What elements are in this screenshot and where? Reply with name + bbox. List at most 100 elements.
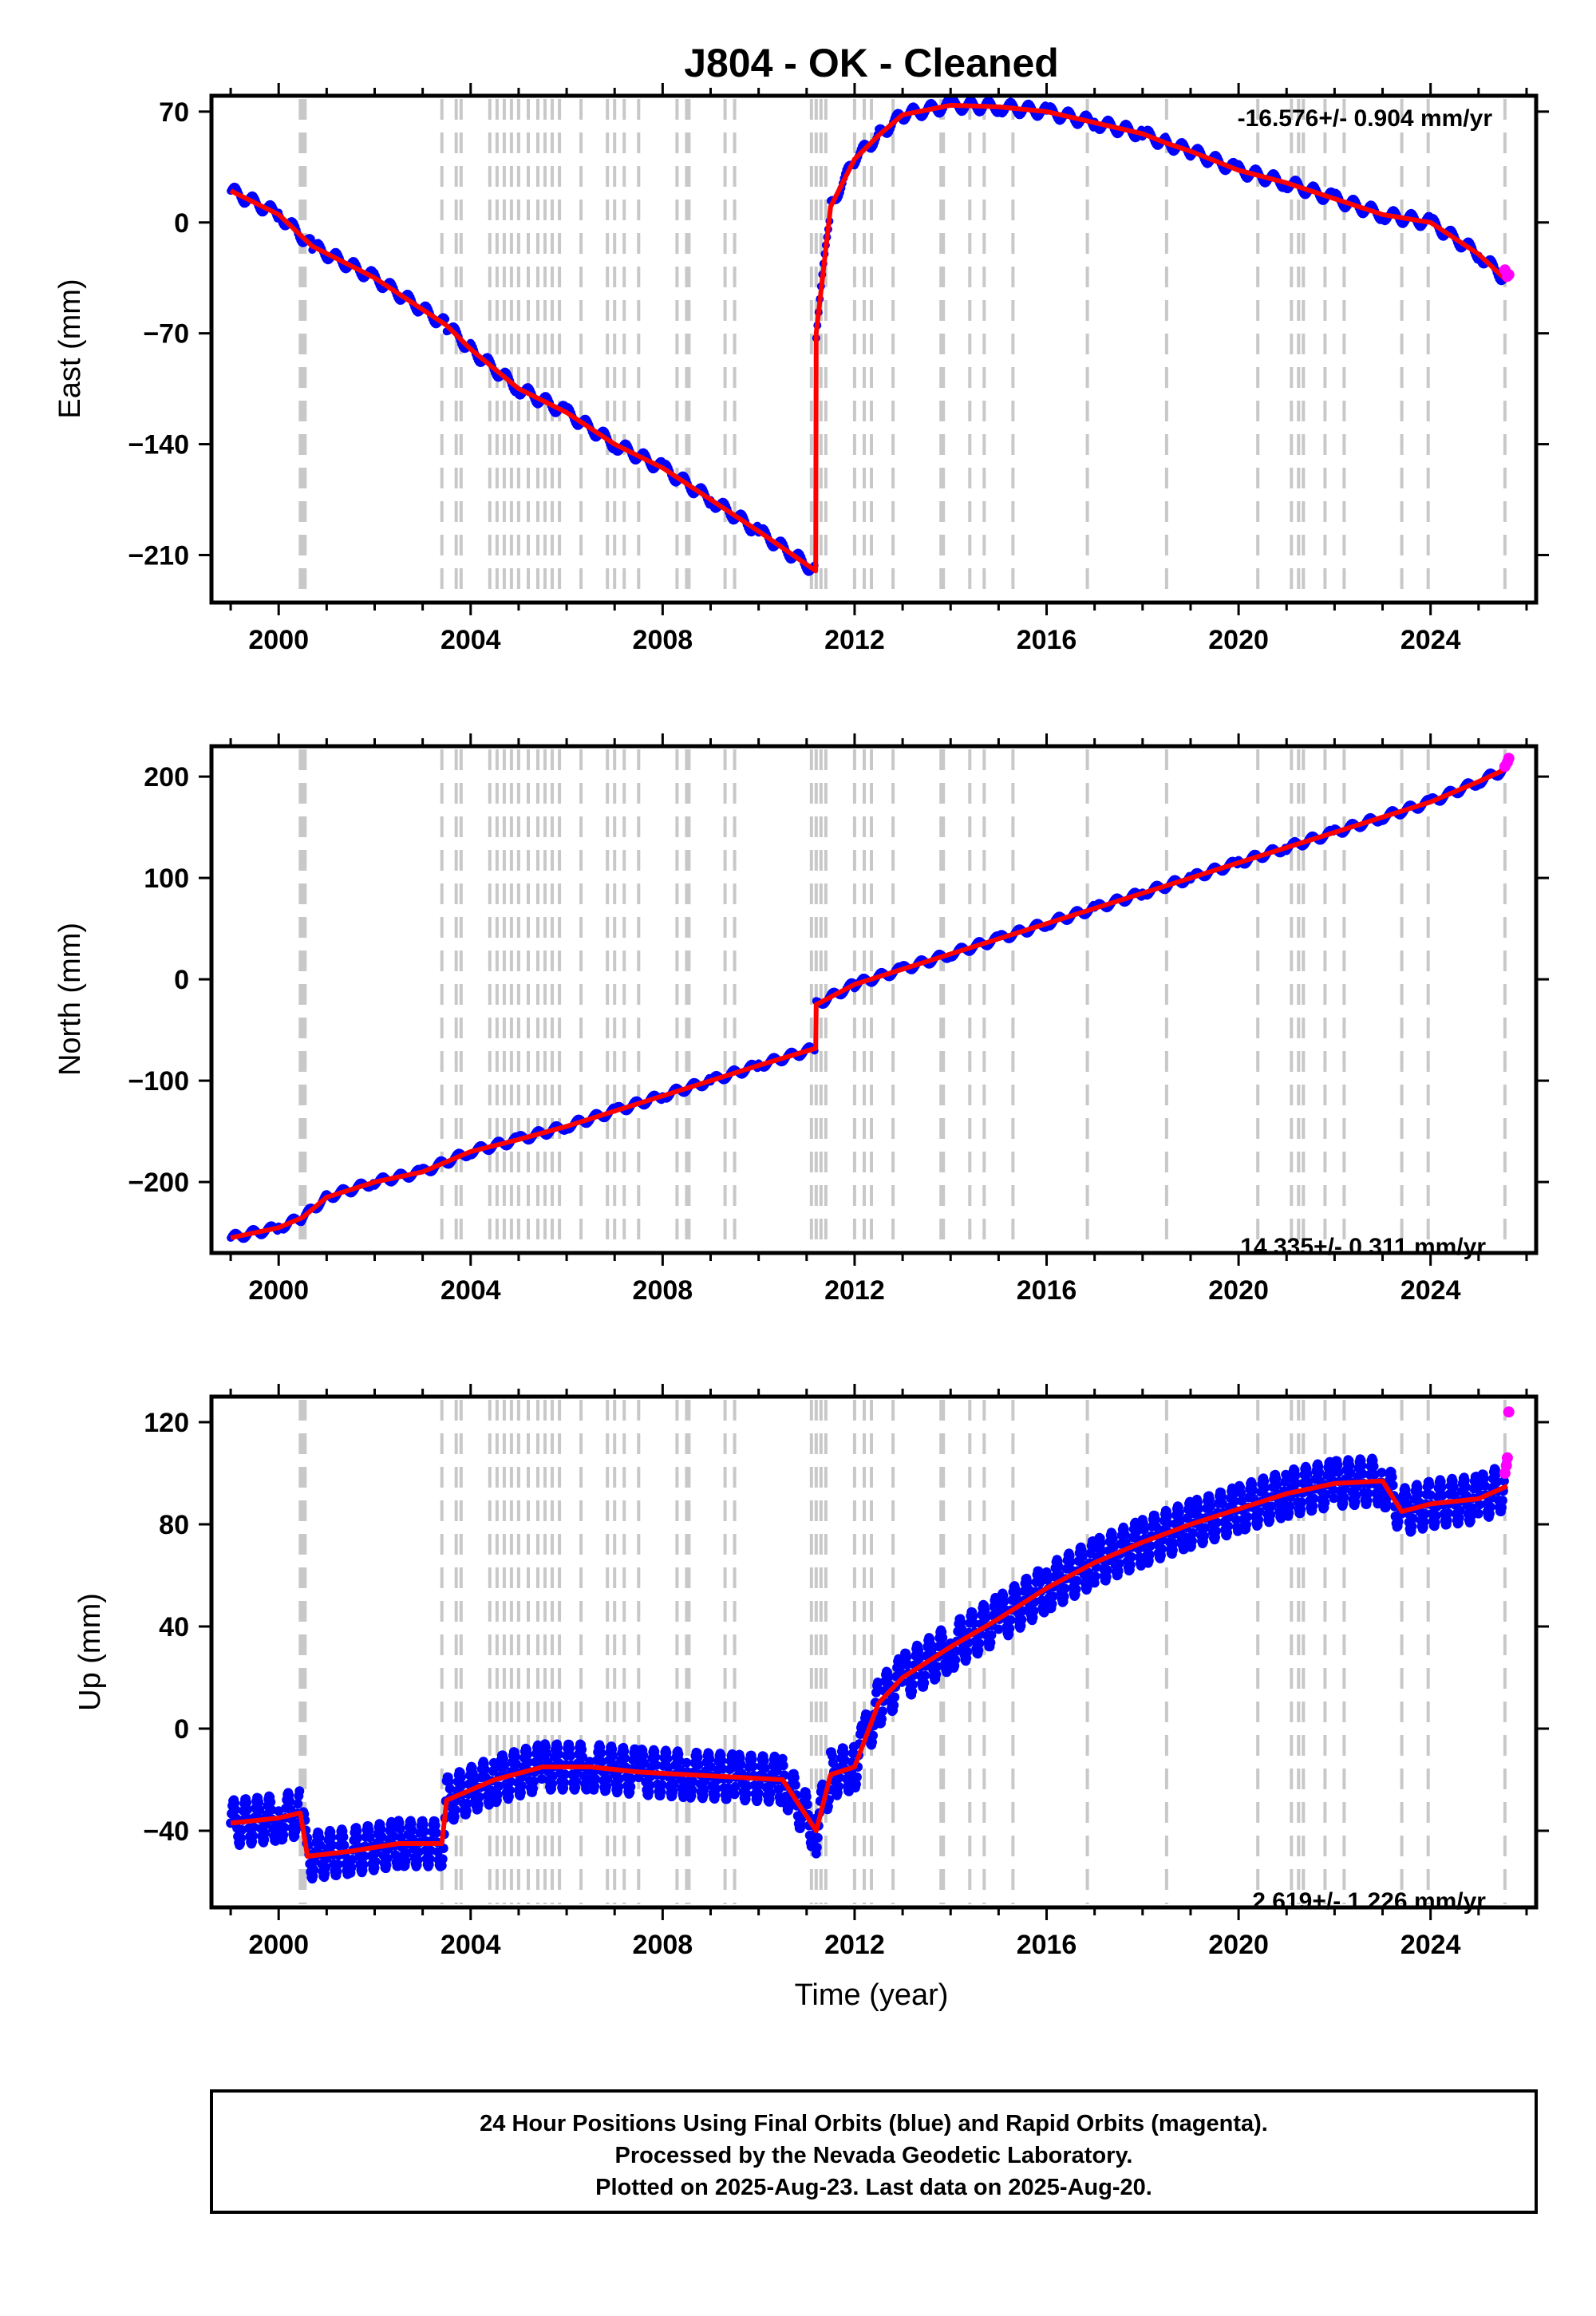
figure-title: J804 - OK - Cleaned: [684, 41, 1059, 85]
up-data-point: [260, 1828, 271, 1839]
up-data-point: [753, 1788, 764, 1799]
up-data-point: [365, 1832, 375, 1843]
up-data-point: [1132, 1526, 1142, 1536]
up-data-point: [950, 1654, 961, 1665]
up-data-point: [722, 1790, 733, 1800]
footer-box: [210, 2089, 1538, 2214]
up-data-point: [1369, 1469, 1380, 1480]
up-data-point: [1223, 1521, 1234, 1531]
up-data-point: [1167, 1545, 1178, 1555]
up-data-point: [974, 1646, 984, 1655]
up-x-tick-label: 2016: [1017, 1930, 1077, 1960]
up-data-point: [1491, 1476, 1502, 1487]
up-data-point: [364, 1825, 374, 1836]
up-data-point: [1467, 1503, 1477, 1513]
up-data-point: [931, 1670, 942, 1679]
up-data-point: [834, 1773, 844, 1783]
up-data-point: [1351, 1490, 1361, 1500]
up-data-point: [1108, 1542, 1119, 1552]
north-y-tick-label: 200: [144, 762, 189, 792]
east-x-tick-label: 2016: [1017, 625, 1077, 655]
up-data-point: [559, 1777, 570, 1788]
up-data-point: [851, 1779, 861, 1789]
north-rapid-point: [1503, 753, 1515, 765]
up-data-point: [1491, 1469, 1501, 1480]
up-data-point: [388, 1823, 398, 1833]
up-y-tick-label: 80: [159, 1510, 189, 1540]
up-data-point: [1431, 1511, 1441, 1521]
up-data-point: [353, 1832, 363, 1843]
up-data-point: [687, 1784, 697, 1795]
north-y-tick-label: 0: [174, 965, 189, 995]
up-data-point: [1340, 1484, 1350, 1494]
up-data-point: [932, 1662, 942, 1672]
up-data-point: [980, 1605, 990, 1615]
up-data-point: [437, 1854, 448, 1864]
up-data-point: [1175, 1516, 1185, 1526]
up-data-point: [1090, 1571, 1100, 1582]
up-data-point: [833, 1781, 843, 1792]
up-data-point: [1436, 1482, 1447, 1492]
up-data-point: [717, 1764, 728, 1774]
north-frame: [209, 744, 1539, 1255]
up-data-point: [1448, 1482, 1459, 1492]
up-data-point: [688, 1777, 698, 1787]
up-data-point: [326, 1832, 337, 1843]
up-data-point: [242, 1797, 252, 1808]
up-data-point: [554, 1749, 563, 1760]
up-data-point: [1449, 1490, 1460, 1500]
east-x-tick-label: 2012: [824, 625, 885, 655]
up-data-point: [1023, 1583, 1033, 1594]
up-data-point: [1125, 1559, 1136, 1570]
up-data-point: [347, 1855, 358, 1864]
north-x-tick-label: 2020: [1208, 1275, 1269, 1306]
up-rapid-point: [1503, 1406, 1515, 1418]
up-data-point: [1005, 1623, 1015, 1634]
up-x-tick-label: 2020: [1208, 1930, 1269, 1960]
up-rapid-point: [1501, 1452, 1513, 1464]
up-data-point: [1388, 1480, 1398, 1491]
north-x-tick-label: 2012: [824, 1275, 885, 1306]
up-data-point: [839, 1755, 850, 1765]
up-data-point: [926, 1639, 936, 1650]
up-data-point: [812, 1832, 823, 1843]
up-data-point: [248, 1831, 259, 1841]
up-data-point: [1218, 1499, 1228, 1509]
up-data-point: [1296, 1504, 1306, 1515]
up-data-point: [1437, 1490, 1448, 1500]
north-x-tick-label: 2008: [633, 1275, 693, 1306]
up-data-point: [902, 1652, 912, 1662]
north-y-tick-label: −200: [128, 1168, 189, 1198]
up-data-point: [493, 1781, 504, 1792]
up-data-point: [1473, 1508, 1483, 1519]
up-data-point: [1114, 1559, 1124, 1569]
up-data-point: [243, 1804, 253, 1815]
up-data-point: [1401, 1491, 1412, 1501]
up-data-point: [468, 1769, 478, 1779]
up-data-point: [1248, 1485, 1258, 1496]
up-data-point: [778, 1761, 788, 1771]
up-data-point: [488, 1766, 498, 1777]
up-data-point: [662, 1753, 673, 1764]
east-y-axis-label: East (mm): [53, 279, 87, 418]
up-data-point: [315, 1840, 326, 1851]
footer-line-3: Plotted on 2025-Aug-23. Last data on 202…: [595, 2175, 1152, 2200]
up-data-point: [651, 1760, 662, 1770]
up-data-point: [474, 1792, 484, 1802]
up-data-point: [1017, 1606, 1028, 1616]
up-data-point: [237, 1824, 247, 1835]
up-data-point: [1035, 1577, 1045, 1587]
up-y-axis-label: Up (mm): [73, 1593, 107, 1711]
up-data-point: [511, 1759, 521, 1769]
up-data-point: [657, 1780, 667, 1790]
up-data-point: [1266, 1501, 1277, 1512]
up-data-point: [279, 1830, 289, 1840]
up-data-point: [1290, 1470, 1301, 1480]
up-data-point: [1466, 1511, 1476, 1521]
up-data-point: [314, 1832, 325, 1843]
up-data-point: [1362, 1496, 1373, 1506]
up-data-point: [1443, 1508, 1453, 1518]
up-data-point: [480, 1765, 490, 1775]
up-data-point: [396, 1832, 406, 1843]
up-data-point: [1320, 1497, 1330, 1508]
